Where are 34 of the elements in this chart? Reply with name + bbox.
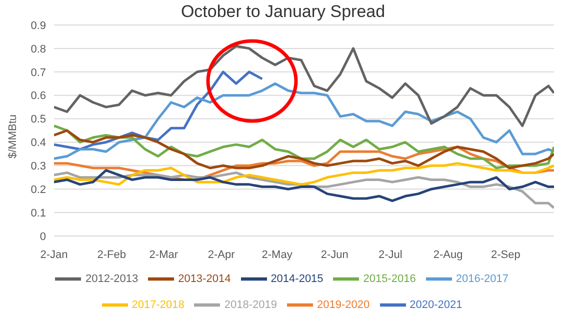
y-tick-label: 0.8 bbox=[30, 43, 46, 56]
legend-label: 2017-2018 bbox=[132, 298, 184, 311]
y-tick-label: 0.5 bbox=[30, 114, 46, 126]
legend-label: 2013-2014 bbox=[178, 272, 231, 285]
y-tick-label: 0.6 bbox=[30, 90, 46, 102]
y-tick-label: 0.3 bbox=[30, 160, 46, 173]
y-tick-label: 0 bbox=[40, 230, 46, 243]
legend-label: 2012-2013 bbox=[85, 272, 138, 285]
x-tick-label: 2-Jun bbox=[320, 248, 348, 261]
legend-label: 2020-2021 bbox=[410, 298, 462, 311]
legend-label: 2015-2016 bbox=[363, 272, 416, 285]
line-series bbox=[54, 162, 554, 186]
legend-label: 2018-2019 bbox=[224, 298, 277, 311]
x-tick-label: 2-Aug bbox=[433, 248, 463, 261]
legend-label: 2019-2020 bbox=[317, 298, 370, 311]
line-series bbox=[54, 82, 554, 160]
y-tick-label: 0.9 bbox=[30, 20, 46, 32]
y-tick-label: 0.1 bbox=[30, 207, 46, 220]
x-tick-label: 2-May bbox=[262, 248, 293, 261]
x-tick-label: 2-Apr bbox=[208, 248, 236, 261]
line-series bbox=[54, 169, 554, 202]
chart-title: October to January Spread bbox=[180, 2, 386, 21]
x-tick-label: 2-Sep bbox=[490, 248, 520, 261]
y-tick-label: 0.7 bbox=[30, 66, 46, 79]
legend-label: 2016-2017 bbox=[456, 272, 509, 285]
y-tick-label: 0.2 bbox=[30, 184, 46, 196]
x-tick-label: 2-Jul bbox=[378, 248, 402, 261]
y-tick-label: 0.4 bbox=[30, 137, 46, 150]
legend-label: 2014-2015 bbox=[270, 272, 324, 285]
x-tick-label: 2-Feb bbox=[97, 248, 126, 261]
y-axis-title: $/MMBtu bbox=[6, 114, 19, 158]
x-tick-label: 2-Jan bbox=[40, 248, 68, 261]
x-tick-label: 2-Mar bbox=[149, 248, 178, 261]
line-series bbox=[54, 44, 554, 128]
